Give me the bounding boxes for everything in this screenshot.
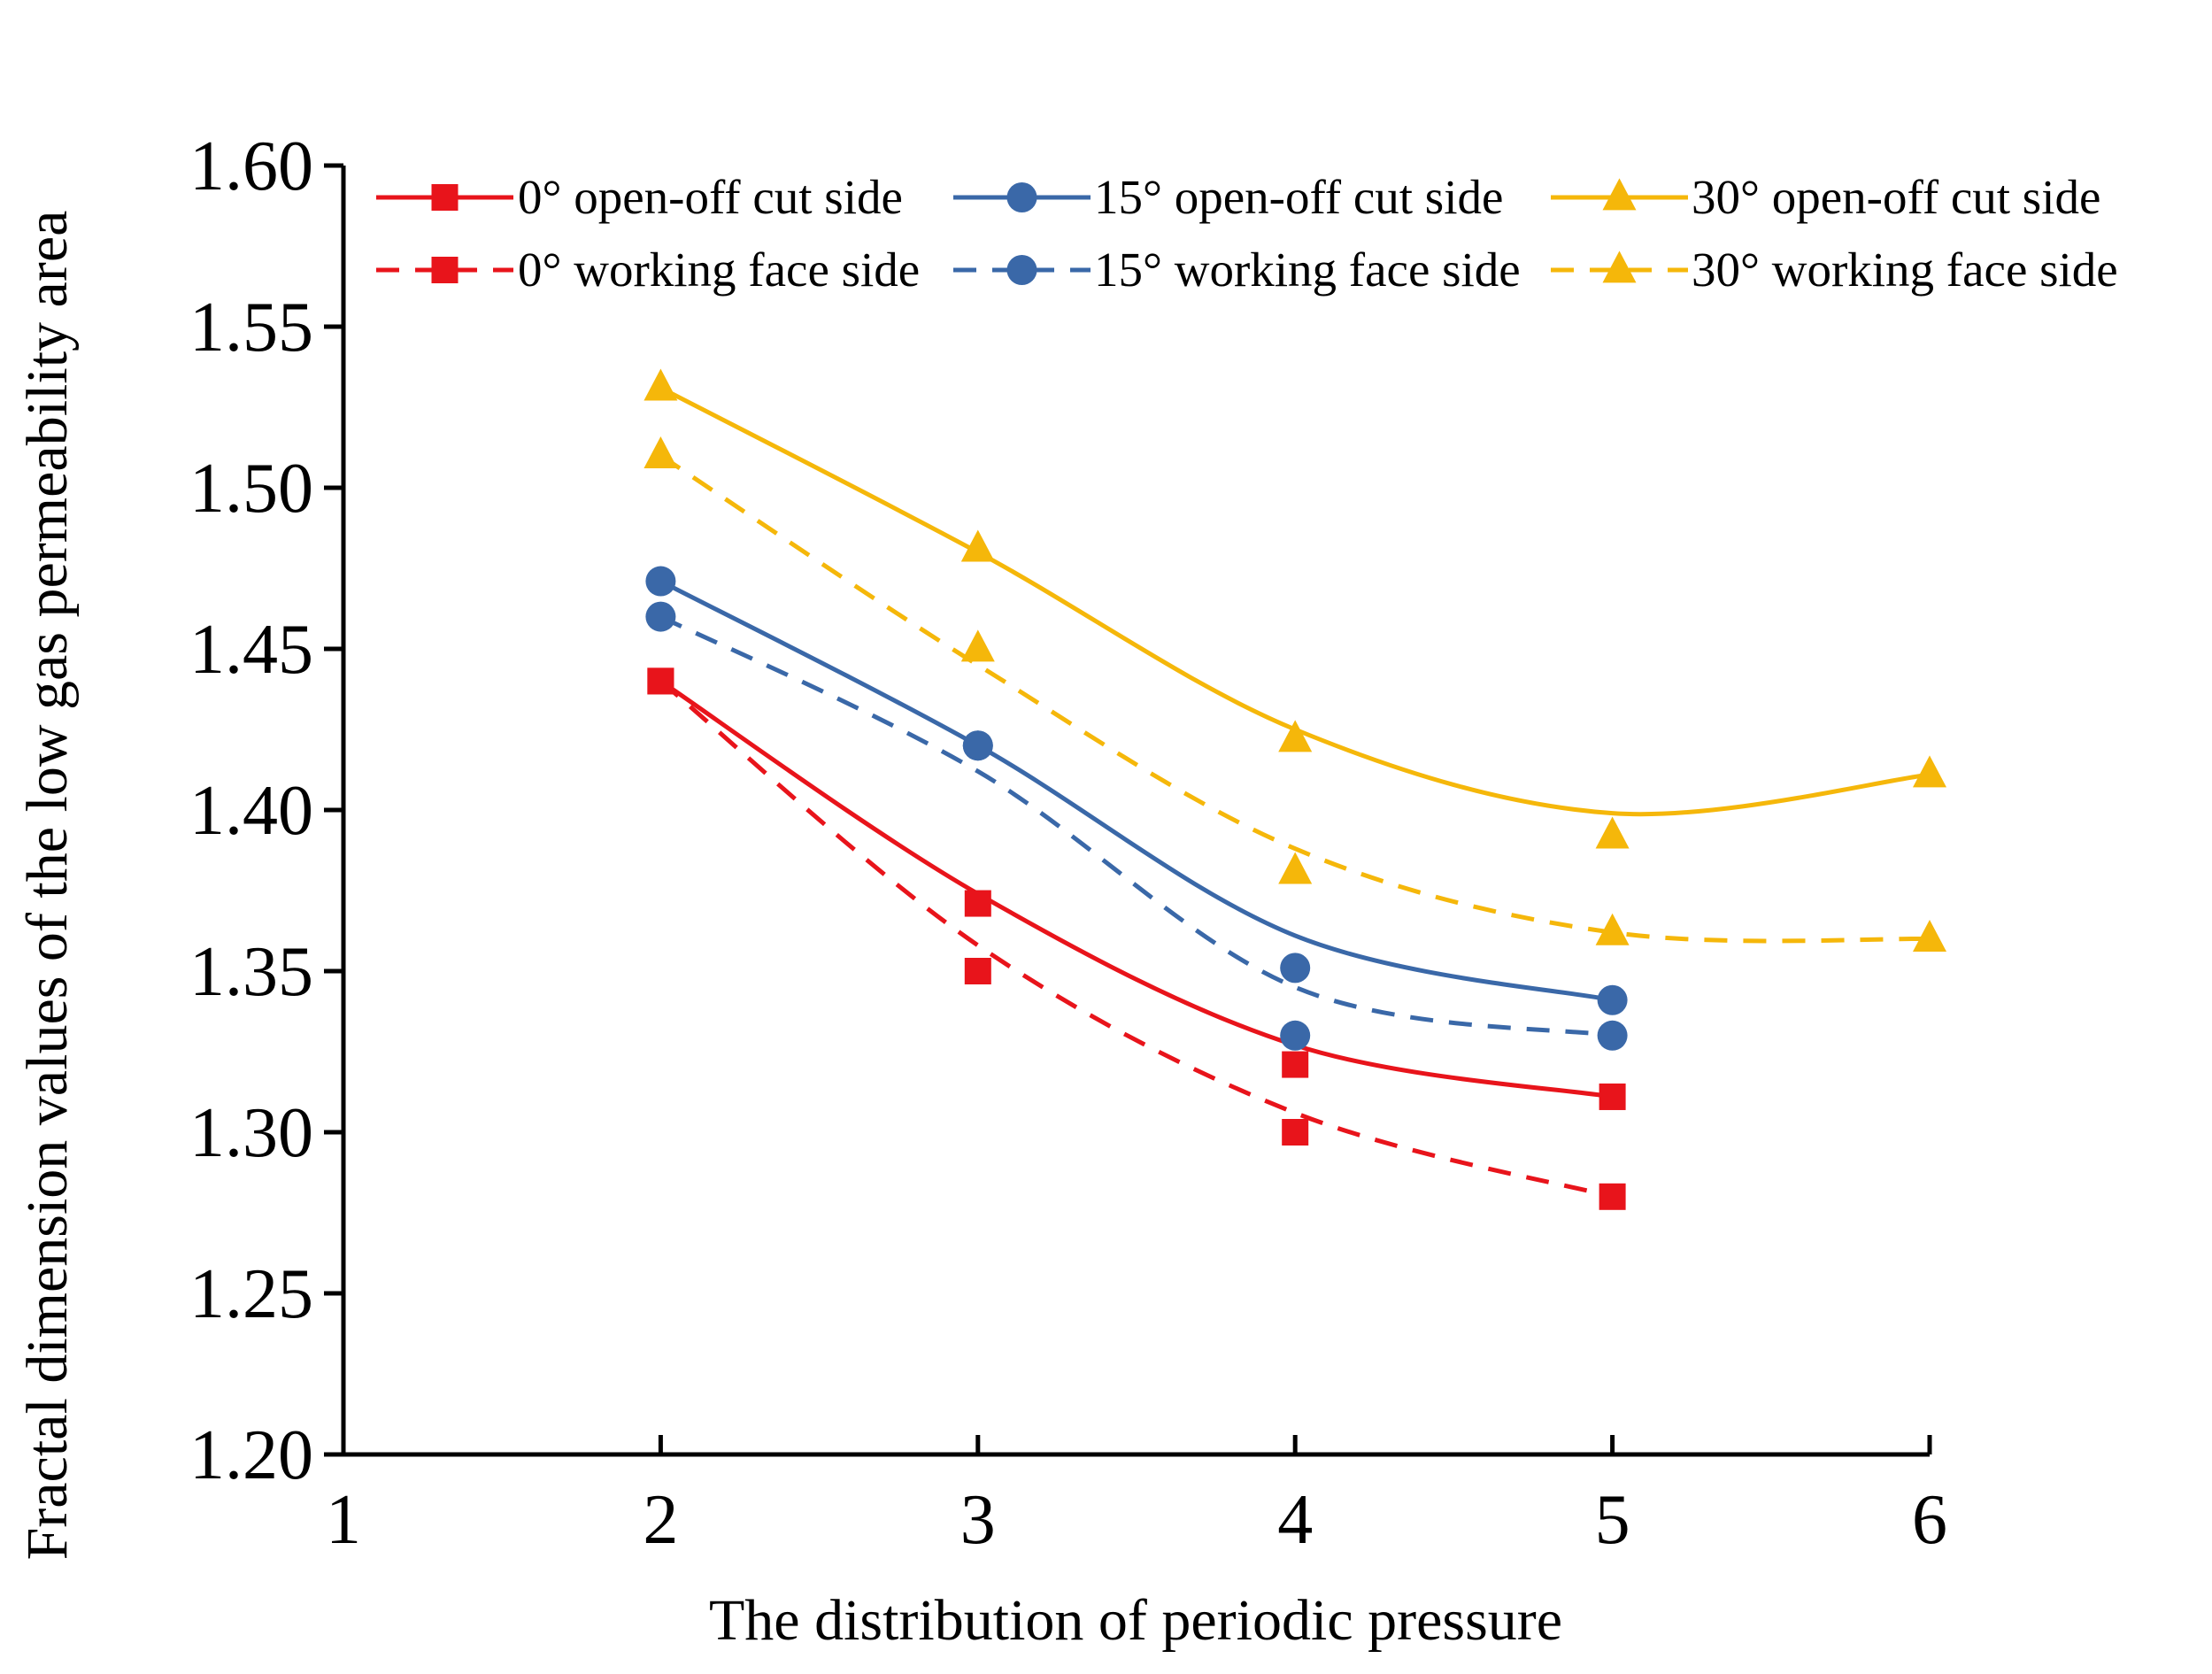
y-axis-title: Fractal dimension values of the low gas … — [15, 211, 80, 1561]
series-line — [659, 614, 1613, 1038]
legend-swatch-marker — [1602, 178, 1637, 211]
legend-swatch-marker — [1006, 182, 1037, 212]
legend-swatch-marker — [1006, 255, 1037, 285]
x-tick-label: 4 — [1277, 1481, 1313, 1559]
legend-swatch-marker — [431, 184, 459, 211]
series-line — [659, 679, 1614, 1099]
data-point — [1280, 953, 1311, 984]
data-point — [1280, 1020, 1311, 1051]
data-point — [1913, 920, 1946, 952]
legend-item-3: 30° open-off cut side — [1551, 170, 2100, 224]
legend-label: 15° working face side — [1094, 243, 1521, 297]
data-point — [964, 890, 991, 917]
legend-label: 15° open-off cut side — [1094, 170, 1503, 224]
y-tick-label: 1.30 — [189, 1094, 313, 1172]
data-point — [1282, 1119, 1309, 1146]
data-point — [964, 958, 991, 984]
data-point — [1599, 1083, 1626, 1110]
x-tick-label: 5 — [1595, 1481, 1630, 1559]
series-line — [659, 679, 1614, 1200]
data-point — [962, 730, 993, 761]
y-tick-label: 1.35 — [189, 933, 313, 1011]
y-tick-label: 1.55 — [189, 289, 313, 366]
series-4 — [647, 667, 1626, 1210]
legend-item-5: 15° working face side — [953, 243, 1521, 297]
y-tick-label: 1.60 — [189, 127, 313, 205]
data-point — [1597, 984, 1628, 1015]
data-point — [647, 667, 674, 695]
legend-swatch-marker — [1602, 251, 1637, 283]
legend-label: 30° open-off cut side — [1692, 170, 2100, 224]
data-point — [1913, 755, 1946, 788]
axes: 1.20 1.25 1.30 1.35 1.40 1.45 1.50 1.55 1.60 1 2 3 4… — [189, 127, 1947, 1559]
y-tick-label: 1.45 — [189, 611, 313, 689]
data-point — [1278, 852, 1313, 884]
data-point — [1597, 1020, 1628, 1051]
plot-area — [644, 368, 1946, 1210]
series-3 — [644, 368, 1946, 849]
series-1 — [647, 667, 1626, 1110]
legend-label: 0° working face side — [518, 243, 920, 297]
series-5 — [645, 601, 1628, 1051]
x-tick-label: 3 — [960, 1481, 996, 1559]
legend: 0° open-off cut side 15° open-off cut sid… — [376, 170, 2118, 297]
data-point — [960, 629, 995, 662]
data-point — [644, 368, 678, 401]
data-point — [645, 601, 676, 632]
legend-swatch-marker — [431, 257, 459, 283]
legend-item-6: 30° working face side — [1551, 243, 2118, 297]
x-tick-label: 1 — [326, 1481, 361, 1559]
data-point — [1599, 1183, 1626, 1210]
series-6 — [644, 436, 1946, 952]
y-tick-label: 1.50 — [189, 450, 313, 528]
data-point — [1595, 913, 1630, 945]
legend-item-2: 15° open-off cut side — [953, 170, 1503, 224]
data-point — [1595, 816, 1630, 849]
y-tick-label: 1.25 — [189, 1255, 313, 1333]
series-line — [659, 453, 1931, 944]
x-tick-label: 2 — [643, 1481, 678, 1559]
data-point — [960, 529, 995, 562]
legend-label: 0° open-off cut side — [518, 170, 903, 224]
legend-item-1: 0° open-off cut side — [376, 170, 903, 224]
x-axis-title: The distribution of periodic pressure — [709, 1588, 1562, 1653]
legend-label: 30° working face side — [1692, 243, 2118, 297]
legend-item-4: 0° working face side — [376, 243, 920, 297]
y-tick-label: 1.20 — [189, 1416, 313, 1494]
data-point — [644, 436, 678, 468]
data-point — [1282, 1051, 1309, 1078]
data-point — [645, 566, 676, 597]
y-tick-label: 1.40 — [189, 772, 313, 850]
series-line — [659, 579, 1614, 1003]
data-point — [1278, 720, 1313, 752]
x-tick-label: 6 — [1912, 1481, 1947, 1559]
